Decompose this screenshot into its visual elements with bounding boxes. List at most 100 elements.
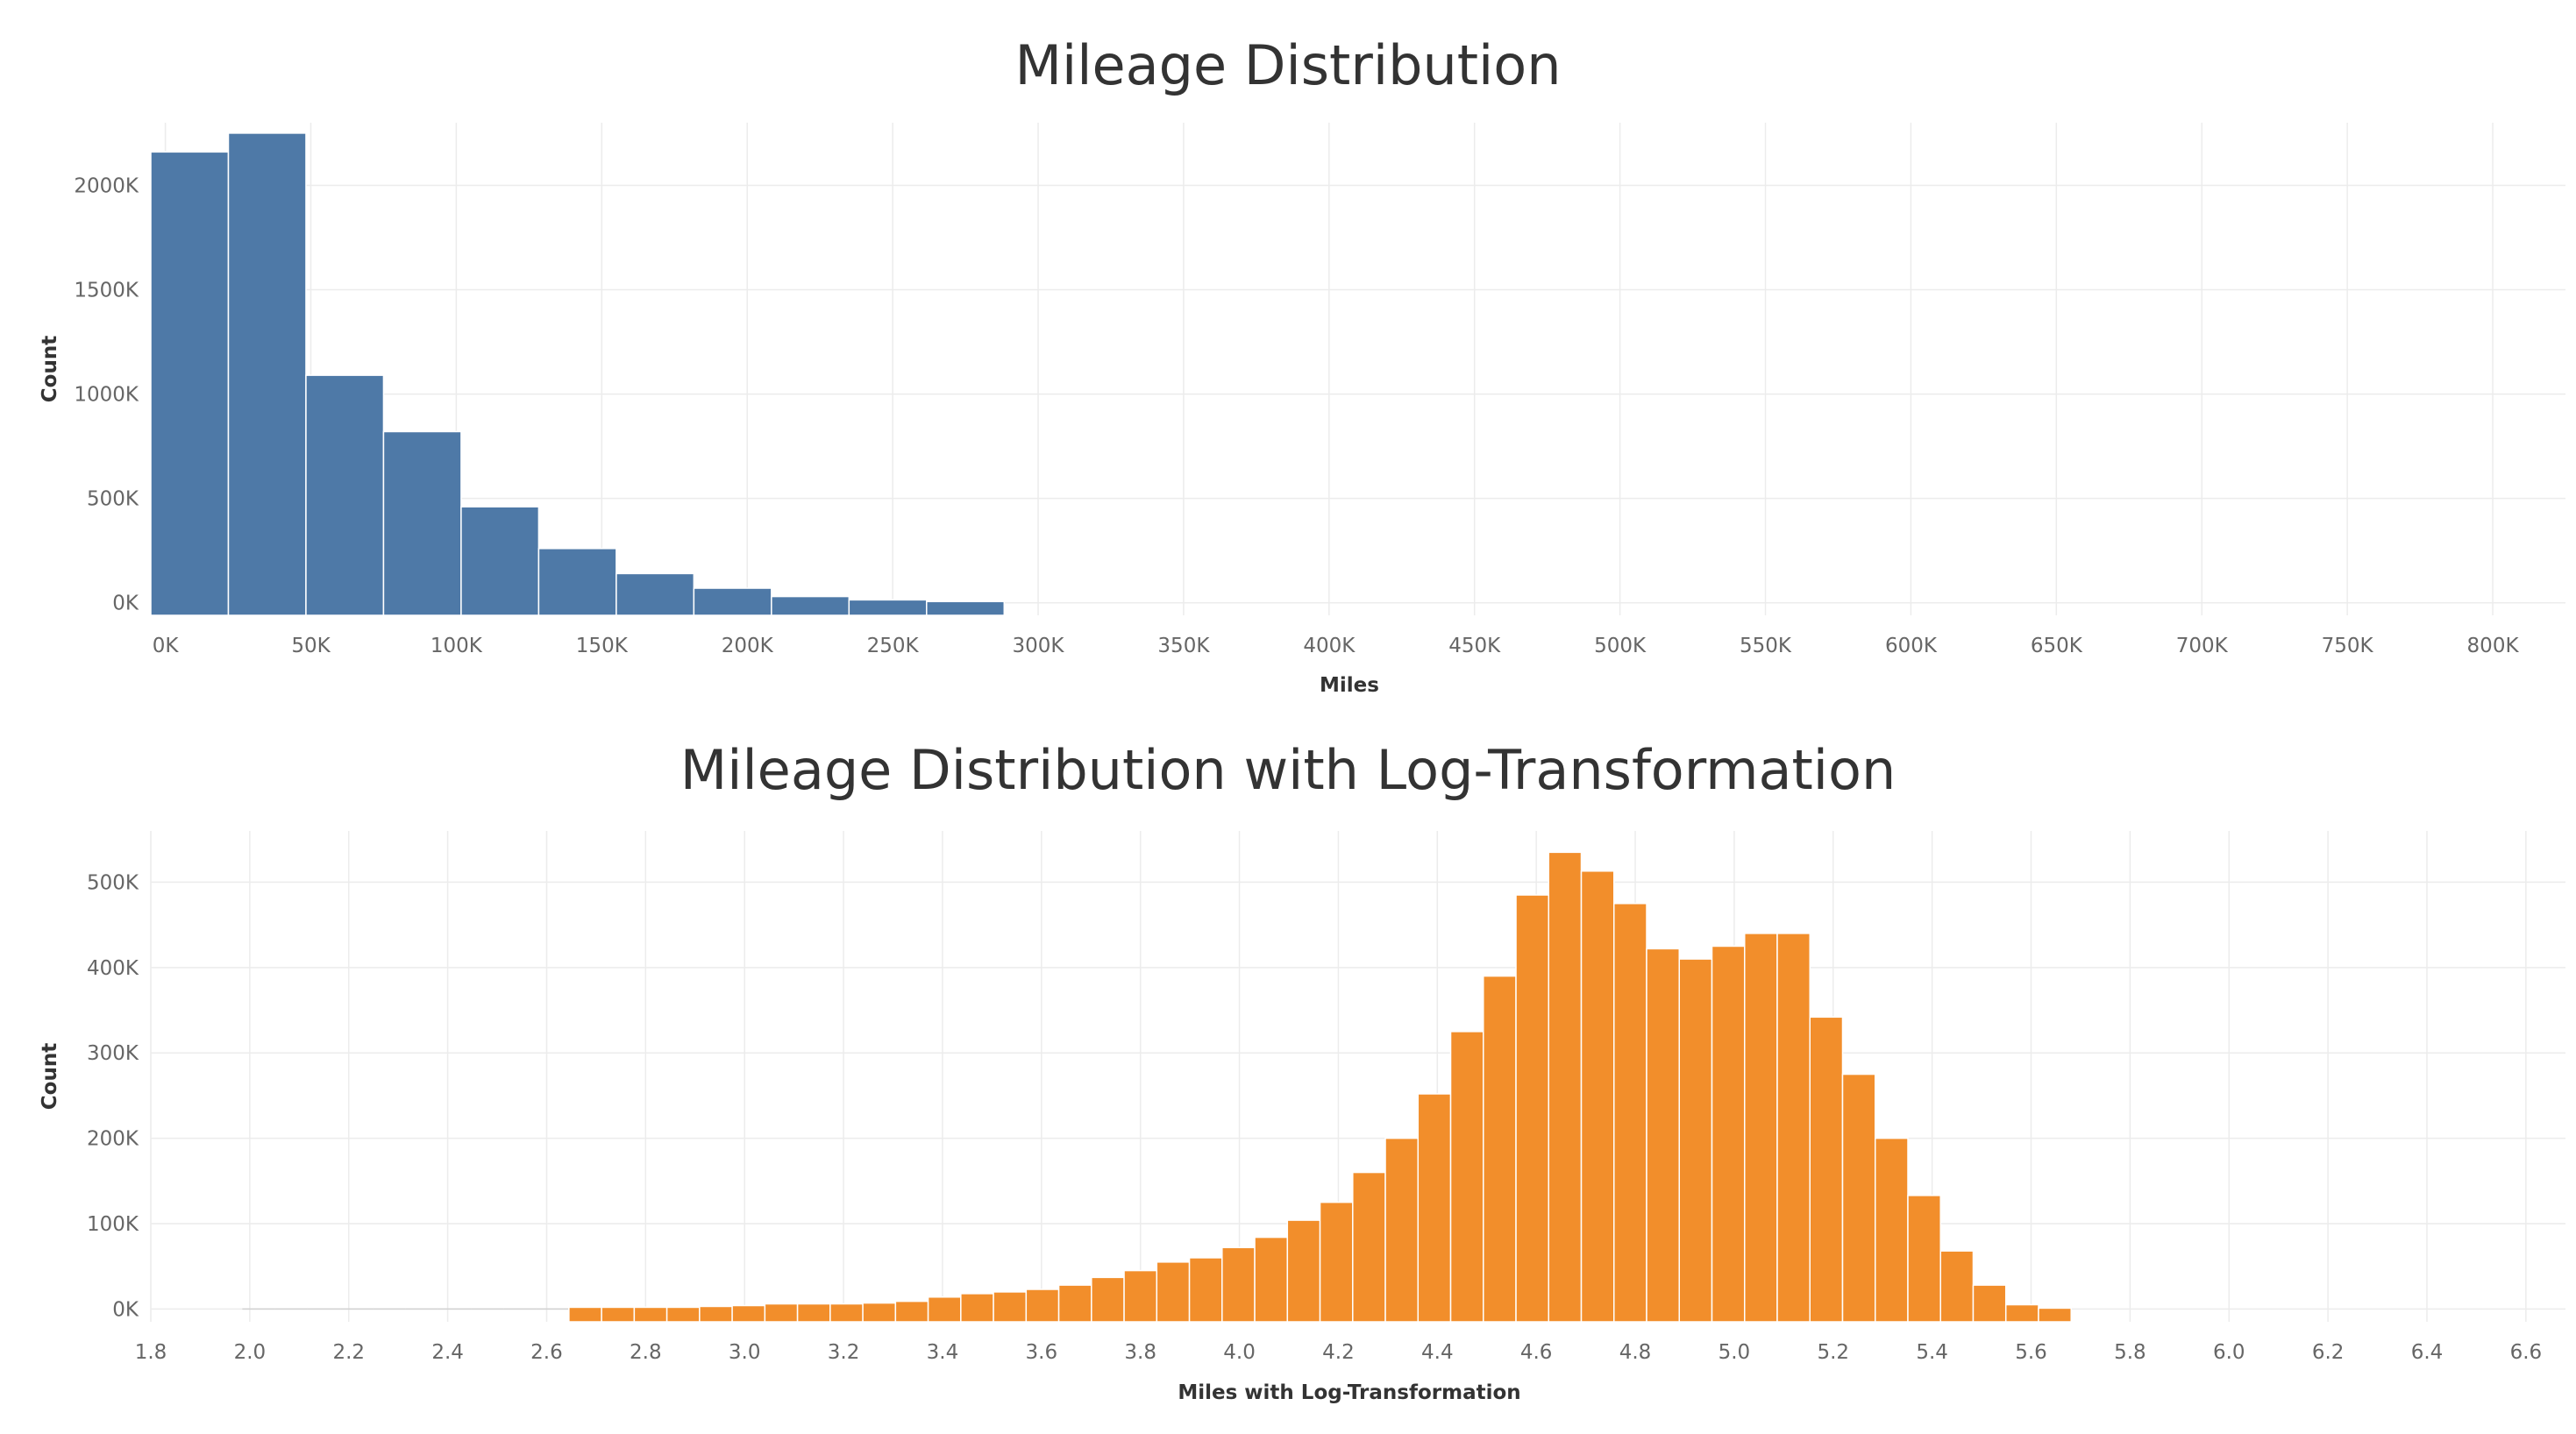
x-tick-label: 1.8 xyxy=(135,1341,167,1364)
x-tick-label: 50K xyxy=(291,635,331,657)
histogram-bar xyxy=(1319,1201,1354,1323)
y-tick-label: 2000K xyxy=(74,174,139,197)
histogram-bar xyxy=(764,1303,799,1323)
x-tick-label: 6.4 xyxy=(2411,1341,2444,1364)
histogram-bar xyxy=(1972,1284,2007,1323)
histogram-bar xyxy=(1352,1171,1386,1323)
x-tick-label: 450K xyxy=(1448,635,1501,657)
x-tick-label: 3.0 xyxy=(729,1341,761,1364)
x-tick-label: 5.0 xyxy=(1719,1341,1751,1364)
y-tick-label: 0K xyxy=(112,1298,139,1321)
histogram-bar xyxy=(926,600,1006,616)
x-tick-label: 2.8 xyxy=(630,1341,662,1364)
histogram-bar xyxy=(601,1306,636,1323)
x-axis-title: Miles with Log-Transformation xyxy=(1178,1381,1520,1404)
y-tick-label: 500K xyxy=(87,871,139,894)
chart-title-log-mileage: Mileage Distribution with Log-Transforma… xyxy=(680,738,1896,802)
x-tick-label: 550K xyxy=(1740,635,1792,657)
histogram-bar xyxy=(1907,1195,1941,1323)
y-tick-label: 500K xyxy=(87,488,139,511)
x-tick-label: 2.2 xyxy=(332,1341,365,1364)
histogram-bar xyxy=(1188,1257,1223,1323)
histogram-bar xyxy=(665,1306,701,1323)
histogram-bar xyxy=(1221,1246,1256,1323)
x-tick-label: 5.6 xyxy=(2015,1341,2047,1364)
histogram-bar xyxy=(1939,1250,1975,1323)
histogram-bar xyxy=(1613,903,1647,1323)
x-tick-label: 6.0 xyxy=(2213,1341,2245,1364)
histogram-bar xyxy=(1025,1288,1060,1323)
y-tick-label: 1500K xyxy=(74,280,139,302)
y-tick-label: 0K xyxy=(112,593,139,615)
histogram-bar xyxy=(796,1303,831,1323)
x-tick-label: 200K xyxy=(722,635,774,657)
x-tick-label: 5.2 xyxy=(1817,1341,1849,1364)
x-tick-label: 6.2 xyxy=(2312,1341,2345,1364)
x-tick-label: 2.0 xyxy=(234,1341,267,1364)
histogram-bar xyxy=(693,587,772,616)
histogram-bar xyxy=(1874,1137,1909,1323)
x-tick-label: 3.6 xyxy=(1026,1341,1058,1364)
x-tick-label: 3.8 xyxy=(1124,1341,1156,1364)
x-tick-label: 4.6 xyxy=(1520,1341,1553,1364)
histogram-bar xyxy=(1809,1016,1844,1323)
histogram-bar xyxy=(960,1293,994,1323)
y-tick-label: 100K xyxy=(87,1213,139,1236)
histogram-bar xyxy=(305,374,385,616)
x-tick-label: 150K xyxy=(576,635,629,657)
y-tick-label: 200K xyxy=(87,1128,139,1151)
x-tick-label: 5.4 xyxy=(1916,1341,1948,1364)
histogram-bar xyxy=(1417,1093,1452,1323)
histogram-bar xyxy=(1841,1073,1876,1323)
histogram-bar xyxy=(227,132,307,616)
x-tick-label: 5.8 xyxy=(2114,1341,2146,1364)
histogram-bar xyxy=(1646,948,1681,1323)
histogram-bar xyxy=(1286,1219,1321,1323)
y-tick-label: 300K xyxy=(87,1042,139,1065)
x-tick-label: 3.4 xyxy=(927,1341,959,1364)
x-tick-label: 650K xyxy=(2031,635,2083,657)
histogram-bar xyxy=(1548,851,1583,1323)
x-tick-label: 800K xyxy=(2467,635,2520,657)
histogram-bar xyxy=(1580,870,1615,1323)
x-tick-label: 6.6 xyxy=(2510,1341,2543,1364)
histogram-bar xyxy=(927,1296,962,1323)
chart-title-mileage-distribution: Mileage Distribution xyxy=(1014,33,1562,97)
x-tick-label: 0K xyxy=(153,635,180,657)
x-tick-label: 2.6 xyxy=(530,1341,563,1364)
x-tick-label: 4.8 xyxy=(1619,1341,1652,1364)
y-tick-label: 400K xyxy=(87,957,139,980)
histogram-bar xyxy=(1156,1261,1191,1323)
histogram-bar xyxy=(1776,933,1811,1323)
histogram-bar xyxy=(1744,933,1778,1323)
histogram-bar xyxy=(616,572,695,616)
x-tick-label: 2.4 xyxy=(431,1341,464,1364)
histogram-bar xyxy=(2038,1307,2072,1323)
histogram-bar xyxy=(1254,1236,1289,1323)
histogram-bar xyxy=(894,1300,929,1323)
histogram-bar xyxy=(2004,1303,2039,1323)
histogram-bar xyxy=(150,151,230,616)
x-tick-label: 250K xyxy=(867,635,920,657)
x-tick-label: 350K xyxy=(1157,635,1210,657)
x-tick-label: 750K xyxy=(2322,635,2374,657)
histogram-bar xyxy=(829,1303,864,1323)
histogram-bar xyxy=(1123,1269,1158,1323)
histogram-mileage: 0K 50K 100K 150K 200K 250K 300K 350K 400K 450K 500… xyxy=(39,123,2565,697)
histogram-bar xyxy=(731,1304,766,1323)
histogram-bar xyxy=(382,430,462,616)
x-tick-label: 4.4 xyxy=(1421,1341,1454,1364)
histogram-bar xyxy=(568,1306,602,1323)
histogram-bar xyxy=(1711,945,1746,1323)
histogram-bar xyxy=(1384,1137,1420,1323)
x-tick-label: 700K xyxy=(2176,635,2229,657)
histogram-bar xyxy=(1057,1284,1092,1323)
histogram-bar xyxy=(1449,1031,1484,1323)
y-axis-title: Count xyxy=(39,1043,61,1110)
x-axis-title: Miles xyxy=(1320,674,1379,697)
x-tick-label: 4.2 xyxy=(1322,1341,1355,1364)
x-tick-label: 100K xyxy=(431,635,483,657)
x-tick-label: 300K xyxy=(1013,635,1065,657)
histogram-bar xyxy=(699,1305,733,1323)
x-tick-label: 500K xyxy=(1594,635,1647,657)
